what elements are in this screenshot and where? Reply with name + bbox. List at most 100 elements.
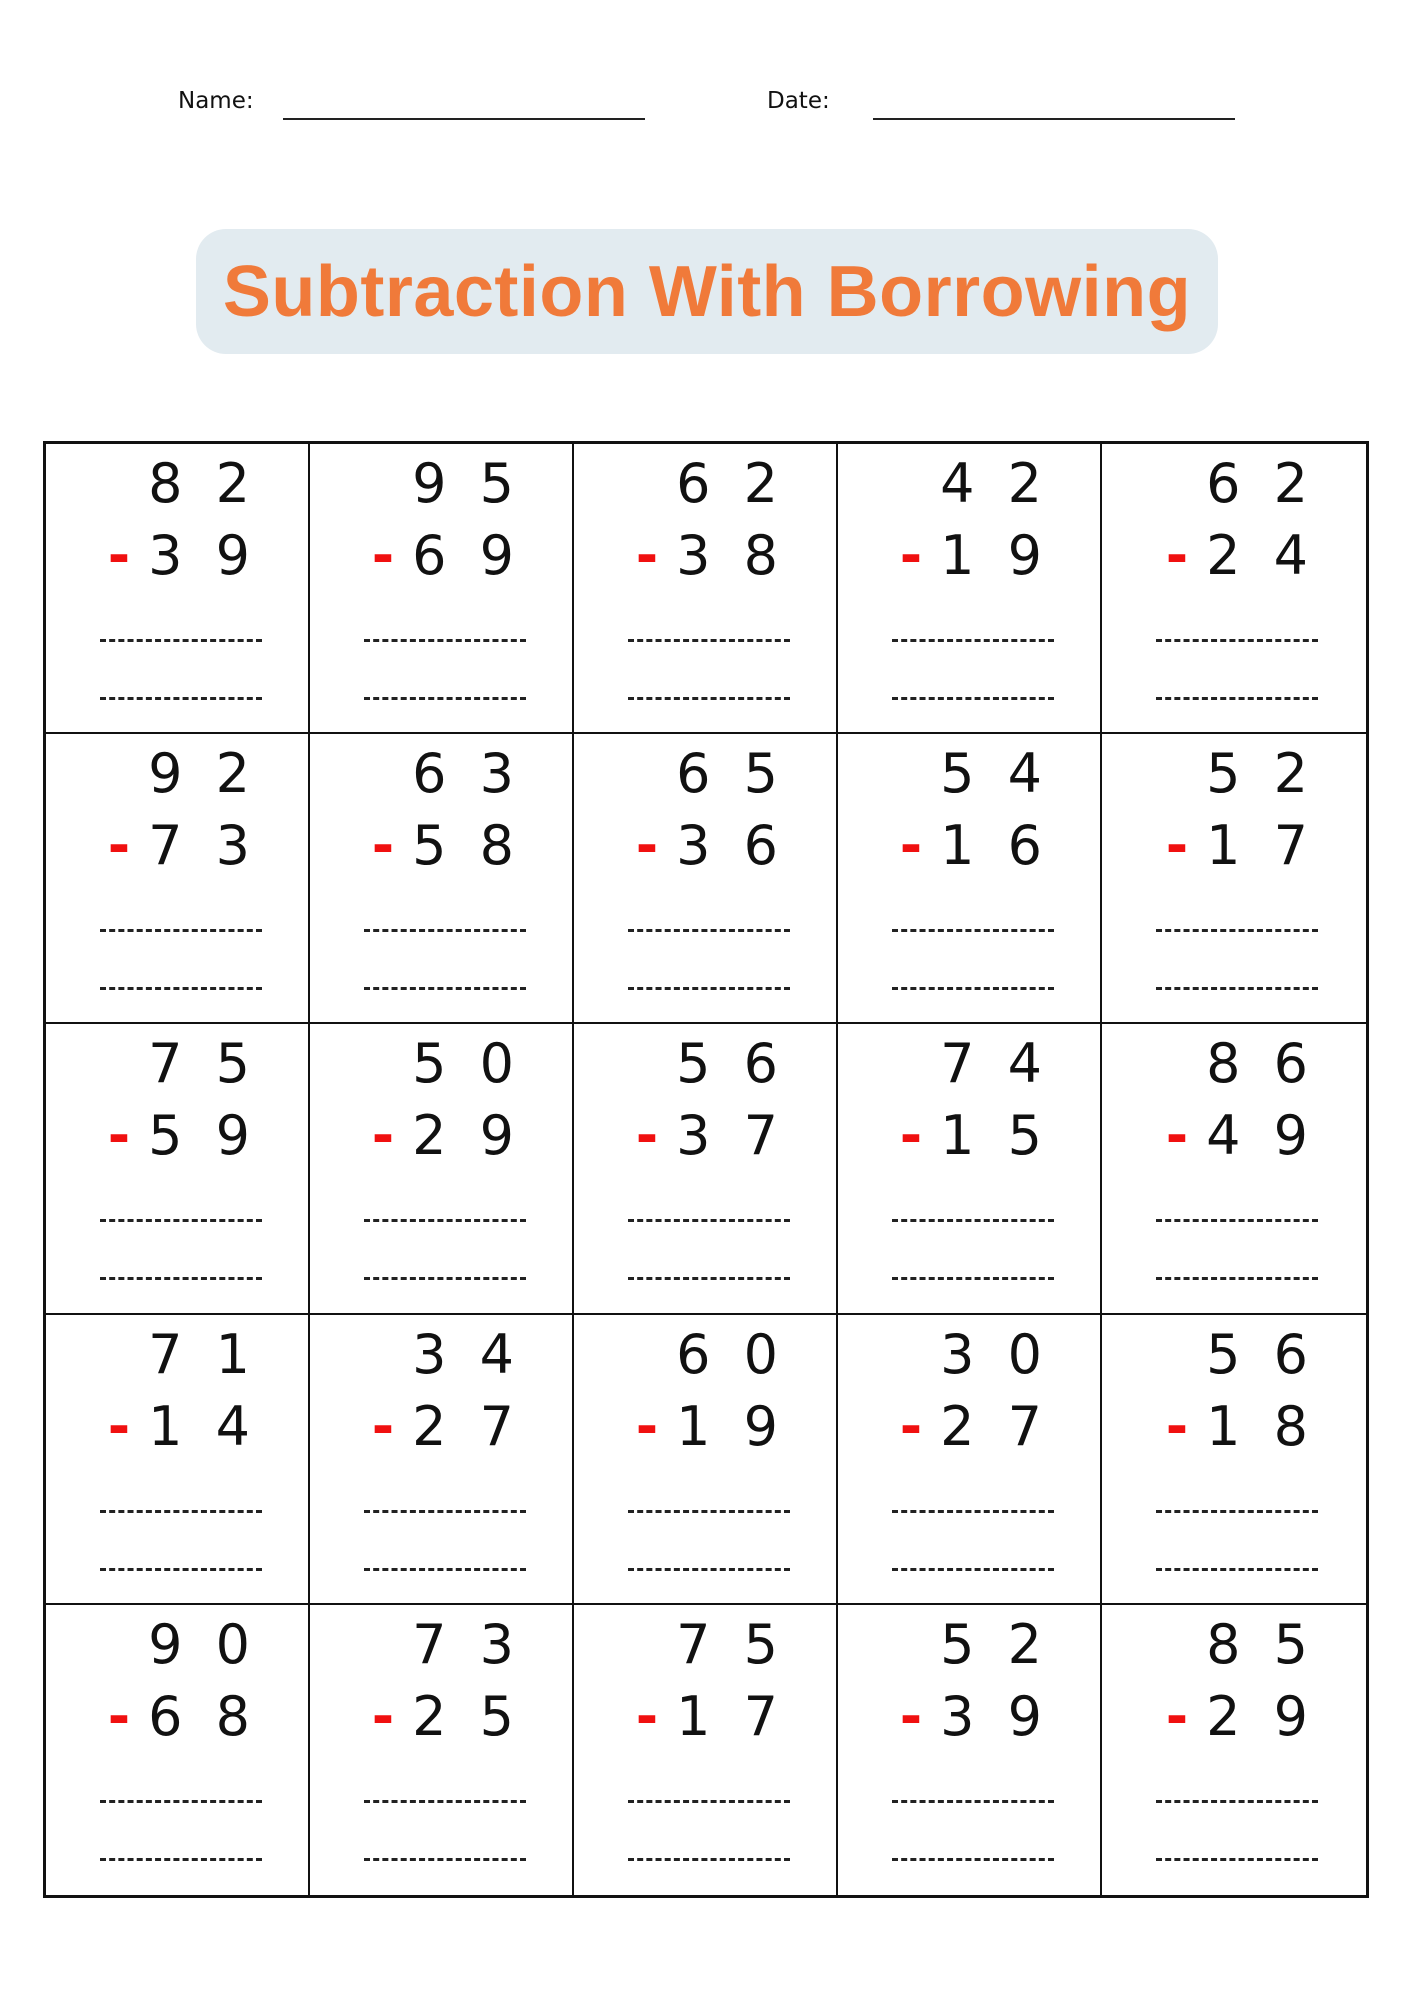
answer-line[interactable] — [1156, 639, 1318, 642]
answer-line[interactable] — [364, 1567, 526, 1571]
subtrahend-row: -5 9 — [108, 1106, 258, 1166]
minuend-row: 6 5 — [676, 744, 786, 804]
subtrahend: 4 9 — [1206, 1104, 1316, 1168]
answer-line[interactable] — [364, 697, 526, 700]
answer-line[interactable] — [100, 1799, 262, 1803]
answer-line[interactable] — [892, 1509, 1054, 1513]
answer-line[interactable] — [364, 1277, 526, 1281]
answer-line[interactable] — [628, 697, 790, 700]
subtrahend: 2 4 — [1206, 524, 1316, 587]
minus-sign: - — [635, 1394, 659, 1458]
answer-line[interactable] — [628, 929, 790, 933]
minuend-row: 5 6 — [676, 1032, 786, 1096]
date-field-line[interactable] — [873, 118, 1235, 120]
minuend: 5 2 — [940, 1612, 1050, 1676]
subtrahend-row: -2 7 — [372, 1396, 522, 1456]
answer-line[interactable] — [628, 1277, 790, 1281]
minuend: 5 6 — [676, 1032, 786, 1096]
subtrahend: 3 9 — [148, 524, 258, 587]
answer-line[interactable] — [100, 1277, 262, 1281]
problem-cell: 9 5-6 9 — [310, 444, 574, 735]
answer-line[interactable] — [1156, 1567, 1318, 1571]
answer-line[interactable] — [1156, 929, 1318, 933]
answer-line[interactable] — [364, 1799, 526, 1803]
subtrahend: 1 9 — [940, 524, 1050, 587]
answer-line[interactable] — [364, 929, 526, 933]
answer-line[interactable] — [892, 1277, 1054, 1281]
minuend-row: 4 2 — [940, 454, 1050, 514]
problem-cell: 6 0-1 9 — [574, 1314, 838, 1605]
subtrahend: 6 9 — [412, 524, 522, 587]
answer-line[interactable] — [100, 639, 262, 642]
name-label: Name: — [178, 88, 254, 114]
answer-line[interactable] — [892, 697, 1054, 700]
minuend-row: 5 6 — [1206, 1322, 1316, 1386]
answer-line[interactable] — [892, 929, 1054, 933]
subtrahend: 2 5 — [412, 1684, 522, 1748]
subtrahend: 5 8 — [412, 814, 522, 878]
answer-line[interactable] — [364, 639, 526, 642]
answer-line[interactable] — [1156, 987, 1318, 991]
minuend-row: 8 6 — [1206, 1032, 1316, 1096]
answer-line[interactable] — [364, 1857, 526, 1861]
minuend-row: 7 5 — [676, 1614, 786, 1674]
minuend: 9 5 — [412, 452, 522, 515]
answer-line[interactable] — [628, 1857, 790, 1861]
problem-cell: 5 0-2 9 — [310, 1024, 574, 1315]
answer-line[interactable] — [1156, 1509, 1318, 1513]
answer-line[interactable] — [892, 987, 1054, 991]
answer-line[interactable] — [1156, 1857, 1318, 1861]
name-field-line[interactable] — [283, 118, 645, 120]
answer-line[interactable] — [100, 1509, 262, 1513]
answer-line[interactable] — [628, 1799, 790, 1803]
answer-line[interactable] — [364, 987, 526, 991]
minuend-row: 3 4 — [412, 1322, 522, 1386]
answer-line[interactable] — [892, 1567, 1054, 1571]
subtrahend-row: -6 8 — [108, 1686, 258, 1746]
answer-line[interactable] — [628, 1567, 790, 1571]
answer-line[interactable] — [1156, 1219, 1318, 1223]
answer-line[interactable] — [1156, 1277, 1318, 1281]
answer-line[interactable] — [628, 1219, 790, 1223]
minuend: 5 6 — [1206, 1322, 1316, 1386]
subtrahend: 2 7 — [940, 1394, 1050, 1458]
answer-line[interactable] — [100, 929, 262, 933]
answer-line[interactable] — [892, 639, 1054, 642]
answer-line[interactable] — [628, 1509, 790, 1513]
minus-sign: - — [107, 814, 131, 878]
problem-cell: 7 4-1 5 — [838, 1024, 1102, 1315]
answer-line[interactable] — [628, 987, 790, 991]
answer-line[interactable] — [100, 697, 262, 700]
minus-sign: - — [899, 1394, 923, 1458]
minuend: 7 1 — [148, 1322, 258, 1386]
subtrahend-row: -1 9 — [900, 524, 1050, 587]
subtrahend-row: -1 9 — [635, 1394, 786, 1458]
problem-cell: 5 6-3 7 — [574, 1024, 838, 1315]
subtrahend-row: -1 7 — [636, 1686, 786, 1746]
minus-sign: - — [371, 524, 395, 587]
answer-line[interactable] — [1156, 697, 1318, 700]
answer-line[interactable] — [100, 987, 262, 991]
subtrahend: 3 9 — [940, 1684, 1050, 1748]
answer-line[interactable] — [628, 639, 790, 642]
minuend-row: 7 4 — [940, 1032, 1050, 1096]
answer-line[interactable] — [364, 1509, 526, 1513]
answer-line[interactable] — [892, 1799, 1054, 1803]
answer-line[interactable] — [892, 1219, 1054, 1223]
answer-line[interactable] — [100, 1219, 262, 1223]
minus-sign: - — [371, 1684, 395, 1748]
answer-line[interactable] — [892, 1857, 1054, 1861]
subtrahend-row: -1 4 — [108, 1396, 258, 1456]
answer-line[interactable] — [100, 1567, 262, 1571]
minuend-row: 9 0 — [148, 1614, 258, 1674]
problem-cell: 6 5-3 6 — [574, 734, 838, 1025]
subtrahend-row: -2 5 — [371, 1684, 522, 1748]
answer-line[interactable] — [364, 1219, 526, 1223]
minuend: 3 4 — [412, 1322, 522, 1386]
answer-line[interactable] — [1156, 1799, 1318, 1803]
minuend: 6 3 — [412, 742, 522, 806]
minuend: 7 4 — [940, 1032, 1050, 1096]
minuend: 8 6 — [1206, 1032, 1316, 1096]
minuend-row: 6 2 — [676, 454, 786, 514]
answer-line[interactable] — [100, 1857, 262, 1861]
